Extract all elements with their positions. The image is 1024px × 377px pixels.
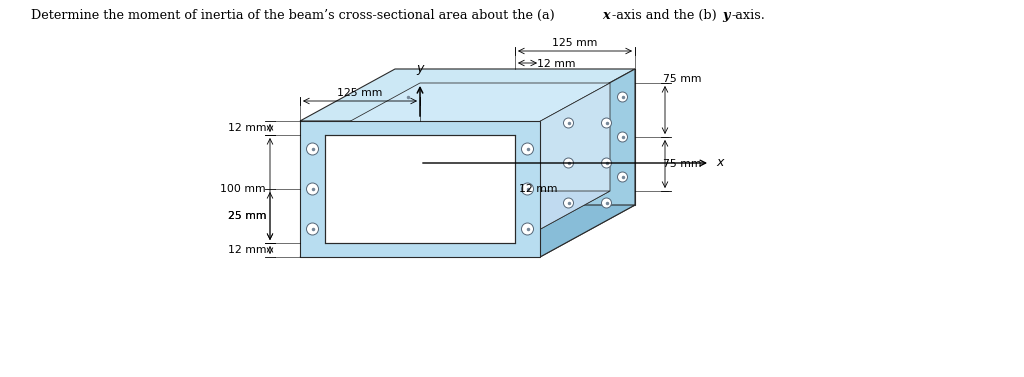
- Circle shape: [617, 92, 628, 102]
- Text: -axis and the (b): -axis and the (b): [612, 9, 721, 22]
- Circle shape: [521, 143, 534, 155]
- Text: x: x: [716, 156, 723, 170]
- Circle shape: [402, 172, 413, 182]
- Text: y: y: [417, 62, 424, 75]
- Polygon shape: [395, 69, 635, 205]
- Circle shape: [521, 183, 534, 195]
- Text: 75 mm: 75 mm: [663, 159, 701, 169]
- Text: 125 mm: 125 mm: [337, 88, 383, 98]
- Polygon shape: [300, 205, 635, 257]
- Text: 12 mm: 12 mm: [537, 59, 575, 69]
- Text: y: y: [722, 9, 729, 22]
- Circle shape: [601, 118, 611, 128]
- Polygon shape: [515, 83, 610, 243]
- Circle shape: [521, 223, 534, 235]
- Polygon shape: [325, 83, 610, 135]
- Polygon shape: [325, 135, 515, 243]
- Circle shape: [601, 158, 611, 168]
- Text: 75 mm: 75 mm: [663, 74, 701, 84]
- Circle shape: [617, 172, 628, 182]
- Polygon shape: [540, 69, 635, 257]
- Circle shape: [306, 183, 318, 195]
- Circle shape: [563, 118, 573, 128]
- Polygon shape: [300, 121, 540, 257]
- Text: 12 mm: 12 mm: [227, 123, 266, 133]
- Circle shape: [617, 132, 628, 142]
- Text: 100 mm: 100 mm: [220, 184, 266, 194]
- Text: 125 mm: 125 mm: [552, 38, 598, 48]
- Text: 25 mm: 25 mm: [227, 211, 266, 221]
- Text: 25 mm: 25 mm: [227, 211, 266, 221]
- Text: 12 mm: 12 mm: [519, 184, 557, 194]
- Polygon shape: [300, 69, 635, 121]
- Circle shape: [402, 132, 413, 142]
- Circle shape: [563, 158, 573, 168]
- Circle shape: [306, 223, 318, 235]
- Text: -axis.: -axis.: [731, 9, 765, 22]
- Circle shape: [601, 198, 611, 208]
- Circle shape: [306, 143, 318, 155]
- Polygon shape: [325, 191, 610, 243]
- Circle shape: [563, 198, 573, 208]
- Circle shape: [402, 92, 413, 102]
- Text: 12 mm: 12 mm: [227, 245, 266, 255]
- Text: x: x: [602, 9, 609, 22]
- Text: Determine the moment of inertia of the beam’s cross-sectional area about the (a): Determine the moment of inertia of the b…: [31, 9, 558, 22]
- Polygon shape: [420, 83, 610, 191]
